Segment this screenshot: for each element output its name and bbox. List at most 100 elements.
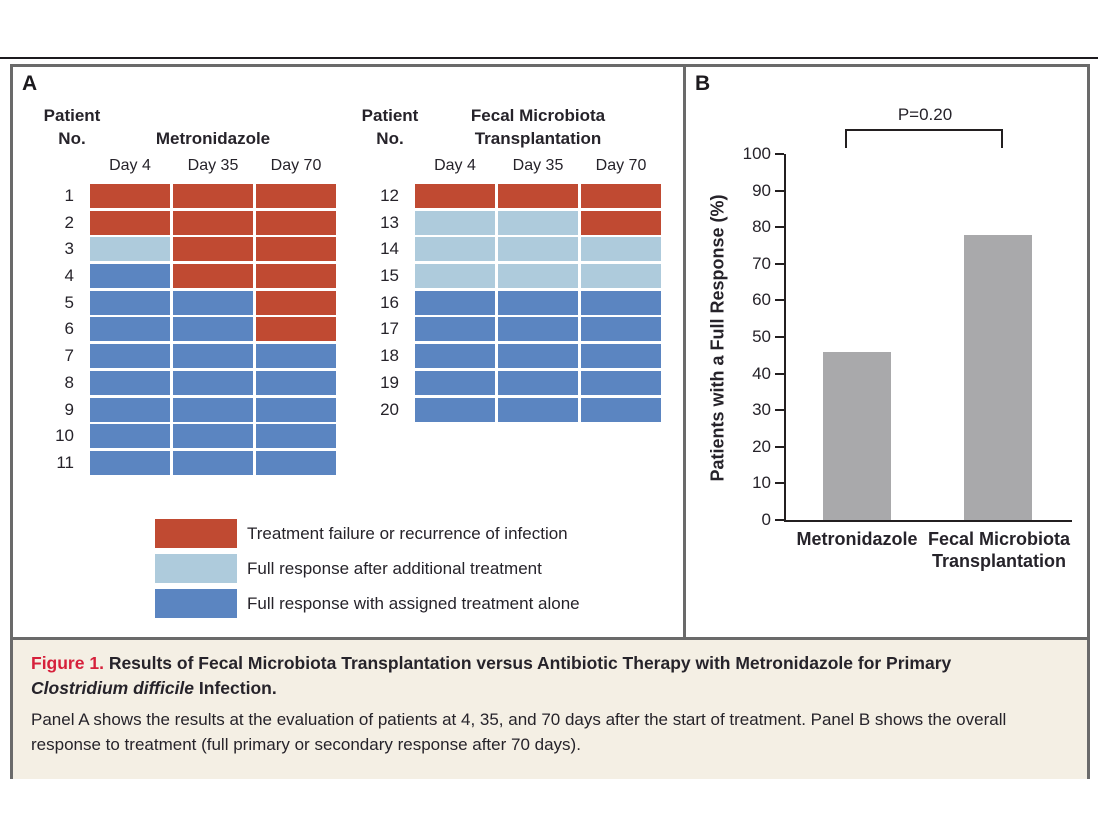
y-tick bbox=[775, 336, 784, 338]
outcome-cell-p8-day35 bbox=[173, 370, 253, 395]
outcome-cell-p9-day35 bbox=[173, 397, 253, 422]
caption-box: Figure 1. Results of Fecal Microbiota Tr… bbox=[10, 640, 1090, 779]
outcome-cell-p20-day70 bbox=[581, 397, 661, 422]
outcome-cell-p13-day4 bbox=[415, 210, 495, 235]
outcome-cell-p18-day4 bbox=[415, 344, 495, 369]
patient-col-header-line2: No. bbox=[58, 129, 86, 148]
outcome-cell-p6-day4 bbox=[90, 317, 170, 342]
outcome-cell-p4-day4 bbox=[90, 264, 170, 289]
day-header: Day 35 bbox=[512, 157, 564, 174]
y-tick bbox=[775, 262, 784, 265]
outcome-cell-p15-day4 bbox=[415, 264, 495, 289]
outcome-cell-p4-day35 bbox=[173, 264, 253, 289]
outcome-cell-p11-day35 bbox=[173, 450, 253, 475]
outcome-cell-p8-day70 bbox=[256, 370, 336, 395]
patient-number: 4 bbox=[64, 266, 74, 286]
patient-number: 19 bbox=[380, 372, 399, 392]
outcome-cell-p1-day35 bbox=[173, 184, 253, 208]
bar-metronidazole bbox=[823, 351, 891, 520]
significance-bracket bbox=[845, 129, 1003, 131]
outcome-cell-p9-day4 bbox=[90, 397, 170, 422]
day-header: Day 35 bbox=[187, 157, 239, 174]
legend-swatch-full_response_additional bbox=[155, 554, 237, 583]
outcome-cell-p18-day35 bbox=[498, 344, 578, 369]
outcome-cell-p17-day35 bbox=[498, 317, 578, 342]
caption-body: Panel A shows the results at the evaluat… bbox=[31, 710, 1007, 754]
patient-number: 2 bbox=[64, 212, 74, 232]
outcome-cell-p11-day4 bbox=[90, 450, 170, 475]
patient-number: 16 bbox=[380, 292, 399, 312]
y-tick bbox=[775, 226, 784, 229]
metronidazole-grid-title: Metronidazole bbox=[155, 129, 271, 148]
outcome-cell-p7-day4 bbox=[90, 344, 170, 369]
patient-number: 6 bbox=[64, 319, 74, 339]
fmt-outcome-grid: 12 13 14 15 16 17 18 19 20 bbox=[371, 184, 661, 422]
patient-number: 17 bbox=[380, 319, 399, 339]
outcome-cell-p5-day70 bbox=[256, 290, 336, 315]
patient-number: 5 bbox=[64, 292, 74, 312]
outcome-cell-p2-day35 bbox=[173, 210, 253, 235]
patient-number: 9 bbox=[64, 399, 74, 419]
outcome-cell-p15-day70 bbox=[581, 264, 661, 289]
caption-title-main: Results of Fecal Microbiota Transplantat… bbox=[108, 653, 952, 673]
y-tick-label: 30 bbox=[752, 400, 771, 420]
patient-col-header-line1: Patient bbox=[43, 106, 101, 125]
outcome-cell-p12-day4 bbox=[415, 184, 495, 208]
outcome-cell-p14-day70 bbox=[581, 237, 661, 262]
outcome-cell-p16-day35 bbox=[498, 290, 578, 315]
x-label-metronidazole: Metronidazole bbox=[796, 529, 918, 549]
y-tick-label: 80 bbox=[752, 217, 771, 237]
bar-fecal-microbiota-transplantation bbox=[964, 234, 1032, 520]
day-header: Day 70 bbox=[270, 157, 322, 174]
legend-label-full_response_additional: Full response after additional treatment bbox=[247, 559, 542, 578]
panel-b-label: B bbox=[695, 72, 711, 95]
panel-a-label: A bbox=[22, 72, 38, 95]
outcome-cell-p16-day70 bbox=[581, 290, 661, 315]
metronidazole-outcome-grid: 1 2 3 4 5 6 7 8 9 10 11 bbox=[46, 184, 336, 475]
outcome-cell-p18-day70 bbox=[581, 344, 661, 369]
outcome-cell-p13-day70 bbox=[581, 210, 661, 235]
y-tick bbox=[775, 153, 784, 155]
outcome-cell-p1-day70 bbox=[256, 184, 336, 208]
outcome-cell-p20-day4 bbox=[415, 397, 495, 422]
day-header: Day 70 bbox=[595, 157, 647, 174]
outcome-cell-p9-day70 bbox=[256, 397, 336, 422]
y-tick-label: 10 bbox=[752, 473, 771, 493]
patient-col-header-right: Patient No. bbox=[356, 104, 424, 150]
fmt-grid-title-line2: Transplantation bbox=[474, 129, 602, 148]
y-tick-label: 70 bbox=[752, 253, 771, 273]
y-axis-line bbox=[784, 154, 786, 522]
patient-number: 3 bbox=[64, 239, 74, 259]
significance-bracket-left-tick bbox=[845, 129, 847, 148]
outcome-cell-p13-day35 bbox=[498, 210, 578, 235]
patient-number: 18 bbox=[380, 346, 399, 366]
day-header: Day 4 bbox=[434, 157, 476, 174]
y-tick bbox=[775, 409, 784, 412]
legend-label-failure: Treatment failure or recurrence of infec… bbox=[247, 524, 568, 543]
outcome-cell-p19-day35 bbox=[498, 370, 578, 395]
patient-number: 15 bbox=[380, 266, 399, 286]
panel-divider bbox=[683, 67, 686, 637]
outcome-cell-p6-day70 bbox=[256, 317, 336, 342]
patient-number: 13 bbox=[380, 212, 399, 232]
top-horizontal-rule bbox=[0, 57, 1098, 59]
patient-number: 1 bbox=[64, 186, 74, 205]
outcome-cell-p17-day70 bbox=[581, 317, 661, 342]
y-tick-label: 0 bbox=[761, 510, 771, 529]
outcome-cell-p12-day35 bbox=[498, 184, 578, 208]
outcome-cell-p20-day35 bbox=[498, 397, 578, 422]
y-tick bbox=[775, 482, 784, 485]
patient-number: 11 bbox=[56, 452, 74, 472]
y-tick-label: 100 bbox=[742, 144, 771, 163]
outcome-cell-p7-day35 bbox=[173, 344, 253, 369]
y-tick bbox=[775, 189, 784, 192]
legend-label-full_response_alone: Full response with assigned treatment al… bbox=[247, 594, 580, 613]
legend-swatch-failure bbox=[155, 519, 237, 548]
outcome-cell-p5-day35 bbox=[173, 290, 253, 315]
patient-col-header-left: Patient No. bbox=[38, 104, 106, 150]
x-axis-line bbox=[784, 520, 1072, 522]
outcome-cell-p4-day70 bbox=[256, 264, 336, 289]
outcome-cell-p11-day70 bbox=[256, 450, 336, 475]
y-tick bbox=[775, 445, 784, 448]
